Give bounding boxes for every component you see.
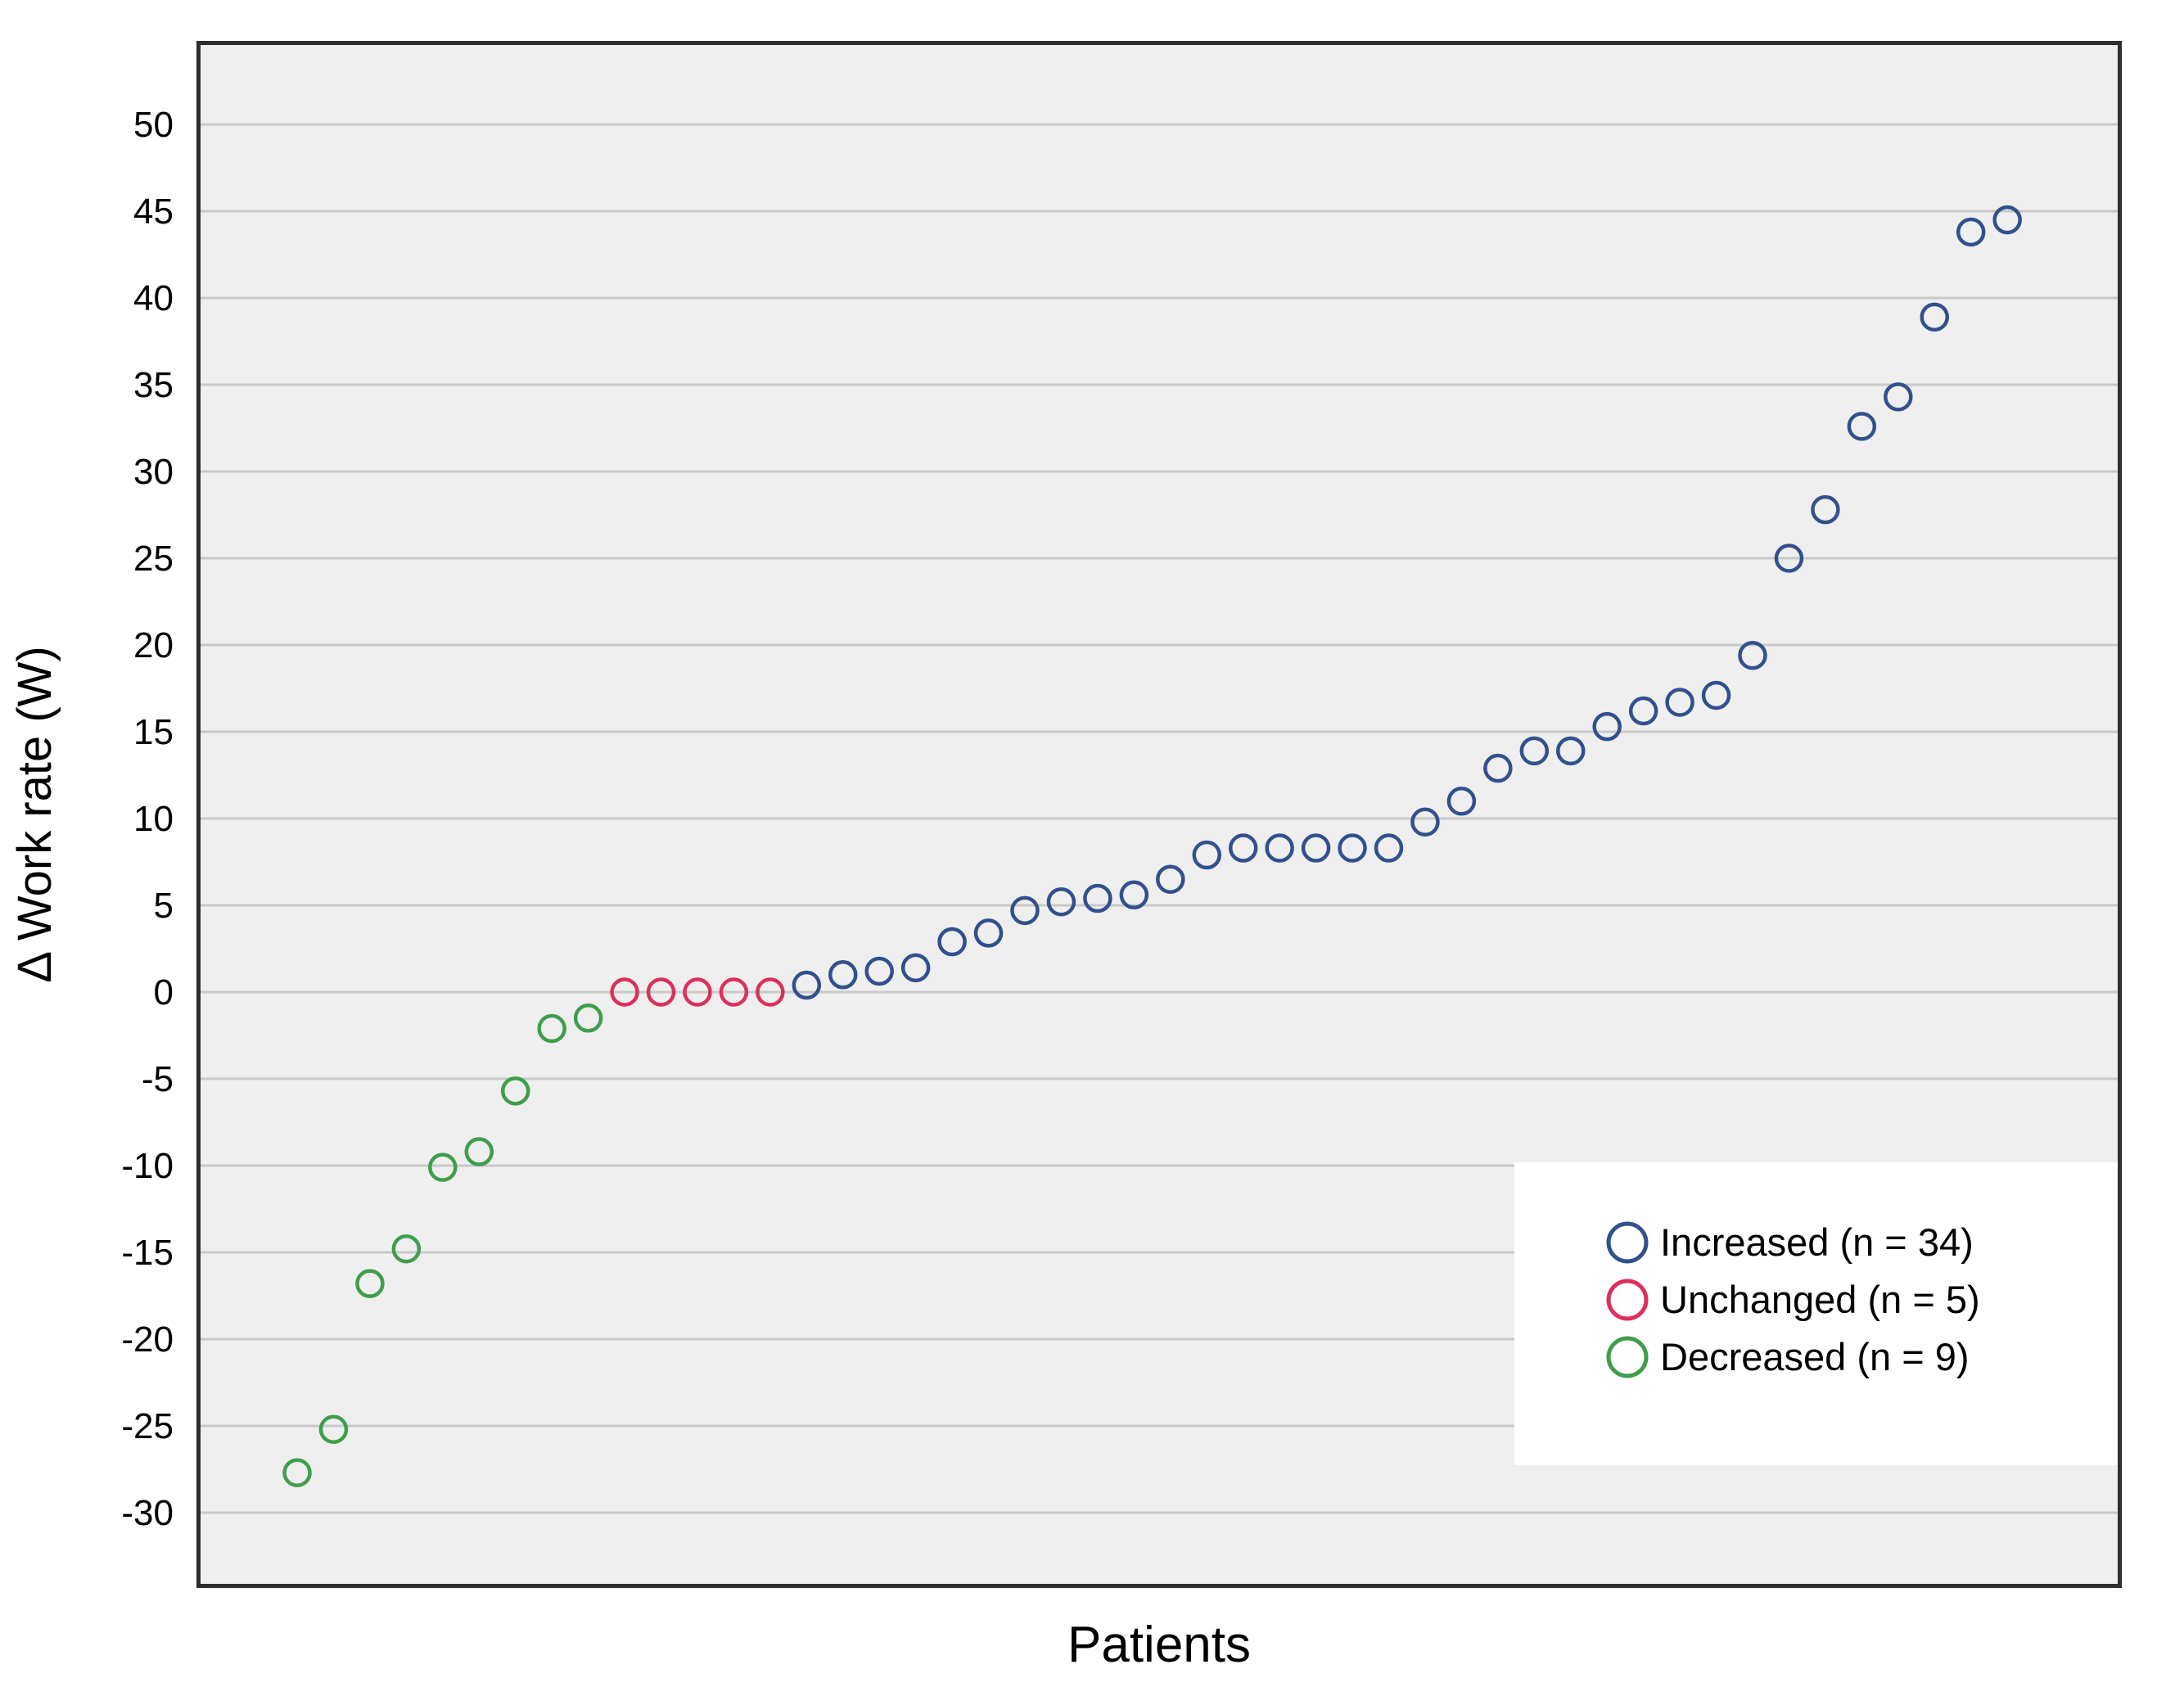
data-point-decreased (318, 1414, 349, 1444)
legend: Increased (n = 34) Unchanged (n = 5) Decre… (1514, 1162, 2120, 1465)
data-point-decreased (355, 1269, 385, 1298)
data-point-increased (1665, 688, 1694, 717)
data-point-decreased (464, 1137, 494, 1166)
data-point-increased (1956, 217, 1986, 247)
legend-marker-icon (1606, 1279, 1649, 1321)
y-tick-label: 0 (154, 972, 174, 1013)
data-point-increased (1265, 833, 1294, 863)
data-point-increased (1592, 711, 1622, 742)
data-point-increased (1083, 883, 1112, 913)
y-tick-label: 40 (133, 278, 174, 318)
data-point-increased (1738, 640, 1767, 670)
x-axis-title: Patients (1067, 1617, 1251, 1673)
data-point-increased (828, 960, 858, 990)
y-tick-label: 20 (133, 625, 174, 665)
data-point-increased (1338, 833, 1367, 863)
y-tick-label: -10 (121, 1146, 174, 1186)
data-point-increased (900, 953, 931, 983)
data-point-increased (1519, 736, 1550, 766)
data-point-increased (1628, 696, 1658, 726)
y-tick-label: -15 (121, 1233, 174, 1273)
data-point-increased (1119, 880, 1149, 910)
legend-item-label: Unchanged (n = 5) (1660, 1278, 1980, 1321)
y-tick-label: 25 (133, 539, 174, 579)
data-point-decreased (500, 1076, 530, 1106)
y-tick-label: -30 (121, 1493, 174, 1533)
data-point-increased (973, 918, 1004, 948)
data-point-unchanged (683, 977, 712, 1007)
data-point-increased (1228, 833, 1258, 863)
legend-marker-icon (1606, 1336, 1649, 1378)
data-point-increased (1920, 302, 1949, 332)
data-points-layer (282, 205, 2022, 1487)
y-tick-label: 10 (133, 799, 174, 839)
y-tick-label: 5 (154, 886, 174, 926)
y-axis-title: Δ Work rate (W) (8, 646, 61, 982)
y-tick-label: 30 (133, 452, 174, 492)
data-point-increased (1192, 840, 1221, 870)
y-tick-label: 15 (133, 712, 174, 752)
data-point-increased (1774, 544, 1804, 573)
y-tick-label: 45 (133, 192, 174, 232)
data-point-increased (937, 927, 967, 957)
y-tick-label: -25 (121, 1406, 174, 1446)
plot-frame (196, 41, 2122, 1588)
data-point-increased (1301, 833, 1331, 863)
data-point-increased (1992, 205, 2022, 235)
legend-marker-icon (1606, 1221, 1649, 1264)
data-point-increased (1811, 494, 1840, 525)
data-point-unchanged (719, 977, 749, 1007)
legend-item-label: Decreased (n = 9) (1660, 1335, 1970, 1378)
data-point-increased (1374, 833, 1404, 863)
legend-item-label: Increased (n = 34) (1660, 1220, 1974, 1264)
data-point-increased (792, 970, 822, 1000)
data-point-unchanged (610, 977, 639, 1007)
data-point-increased (1483, 753, 1513, 783)
data-point-decreased (282, 1458, 312, 1487)
data-point-decreased (428, 1152, 458, 1182)
data-point-unchanged (756, 977, 785, 1007)
data-point-unchanged (646, 977, 676, 1007)
y-tick-label: -20 (121, 1319, 174, 1360)
plot-frame-layer (196, 41, 2122, 1588)
data-point-increased (1446, 787, 1477, 816)
data-point-decreased (573, 1004, 603, 1033)
data-point-increased (1410, 807, 1440, 837)
data-point-increased (1847, 412, 1877, 441)
data-point-increased (1156, 864, 1185, 894)
data-point-increased (1701, 680, 1731, 710)
data-point-increased (1556, 736, 1586, 766)
data-point-increased (1010, 895, 1040, 926)
plot-area (196, 41, 2122, 1588)
y-tick-label: 50 (133, 105, 174, 145)
data-point-decreased (537, 1013, 566, 1044)
data-point-increased (864, 956, 894, 986)
data-point-increased (1884, 382, 1913, 412)
data-point-increased (1046, 887, 1076, 917)
y-tick-label: 35 (133, 365, 174, 405)
y-tick-label: -5 (142, 1059, 174, 1099)
data-point-decreased (391, 1234, 422, 1264)
